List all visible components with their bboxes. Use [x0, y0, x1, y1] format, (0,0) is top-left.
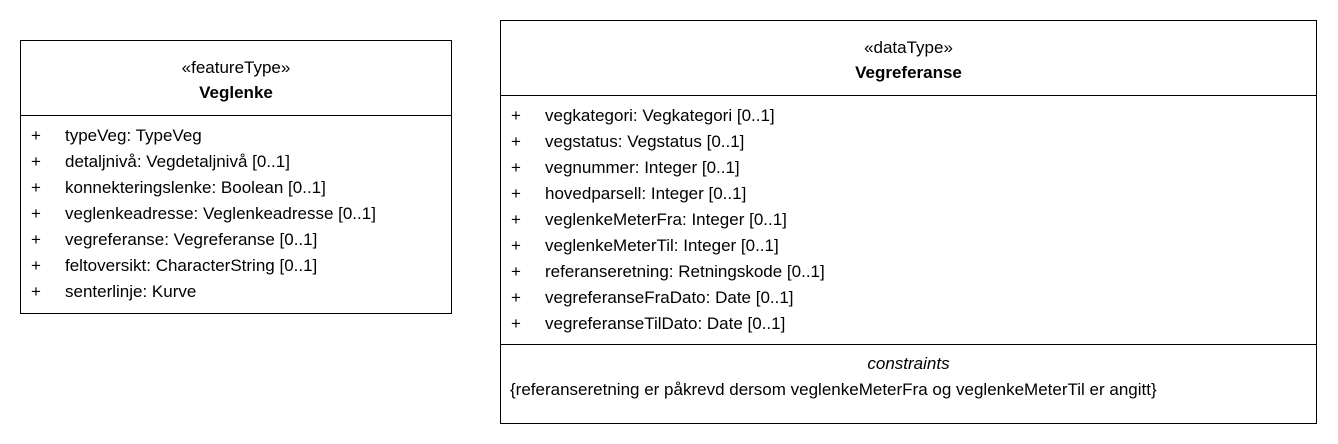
attribute-row: + konnekteringslenke: Boolean [0..1] — [31, 175, 451, 201]
visibility-marker: + — [511, 236, 521, 255]
attribute-text: vegreferanseFraDato: Date [0..1] — [545, 288, 794, 307]
attribute-row: + vegnummer: Integer [0..1] — [511, 155, 1316, 181]
attribute-row: + hovedparsell: Integer [0..1] — [511, 181, 1316, 207]
attribute-text: senterlinje: Kurve — [65, 282, 197, 301]
constraints-compartment: constraints {referanseretning er påkrevd… — [501, 345, 1316, 403]
attribute-text: feltoversikt: CharacterString [0..1] — [65, 256, 318, 275]
attribute-row: + typeVeg: TypeVeg — [31, 123, 451, 149]
attribute-row: + vegstatus: Vegstatus [0..1] — [511, 129, 1316, 155]
attribute-text: veglenkeadresse: Veglenkeadresse [0..1] — [65, 204, 376, 223]
visibility-marker: + — [31, 204, 41, 223]
attribute-text: typeVeg: TypeVeg — [65, 126, 202, 145]
visibility-marker: + — [31, 152, 41, 171]
attribute-text: konnekteringslenke: Boolean [0..1] — [65, 178, 326, 197]
attribute-text: veglenkeMeterFra: Integer [0..1] — [545, 210, 787, 229]
visibility-marker: + — [511, 184, 521, 203]
constraint-text: {referanseretning er påkrevd dersom vegl… — [510, 380, 1157, 399]
visibility-marker: + — [31, 256, 41, 275]
visibility-marker: + — [31, 282, 41, 301]
attribute-text: vegnummer: Integer [0..1] — [545, 158, 740, 177]
attribute-row: + vegkategori: Vegkategori [0..1] — [511, 103, 1316, 129]
class-name: Vegreferanse — [855, 63, 962, 82]
attribute-compartment: + typeVeg: TypeVeg + detaljnivå: Vegdetalj… — [21, 116, 451, 305]
attribute-compartment: + vegkategori: Vegkategori [0..1] + vegsta… — [501, 96, 1316, 345]
attribute-text: vegreferanseTilDato: Date [0..1] — [545, 314, 786, 333]
attribute-text: vegreferanse: Vegreferanse [0..1] — [65, 230, 318, 249]
attribute-row: + feltoversikt: CharacterString [0..1] — [31, 253, 451, 279]
visibility-marker: + — [511, 288, 521, 307]
class-name: Veglenke — [199, 83, 273, 102]
visibility-marker: + — [31, 230, 41, 249]
attribute-row: + veglenkeMeterTil: Integer [0..1] — [511, 233, 1316, 259]
attribute-text: vegkategori: Vegkategori [0..1] — [545, 106, 775, 125]
visibility-marker: + — [31, 178, 41, 197]
attribute-row: + veglenkeadresse: Veglenkeadresse [0..1] — [31, 201, 451, 227]
visibility-marker: + — [511, 262, 521, 281]
attribute-row: + detaljnivå: Vegdetaljnivå [0..1] — [31, 149, 451, 175]
attribute-text: hovedparsell: Integer [0..1] — [545, 184, 747, 203]
visibility-marker: + — [31, 126, 41, 145]
attribute-row: + vegreferanseFraDato: Date [0..1] — [511, 285, 1316, 311]
attribute-row: + senterlinje: Kurve — [31, 279, 451, 305]
attribute-row: + vegreferanseTilDato: Date [0..1] — [511, 311, 1316, 337]
attribute-row: + veglenkeMeterFra: Integer [0..1] — [511, 207, 1316, 233]
visibility-marker: + — [511, 132, 521, 151]
attribute-text: vegstatus: Vegstatus [0..1] — [545, 132, 745, 151]
attribute-row: + referanseretning: Retningskode [0..1] — [511, 259, 1316, 285]
class-stereotype: «featureType» — [181, 58, 291, 77]
constraints-title: constraints — [867, 354, 950, 373]
visibility-marker: + — [511, 210, 521, 229]
class-header: «featureType» Veglenke — [21, 41, 451, 116]
visibility-marker: + — [511, 106, 521, 125]
attribute-text: detaljnivå: Vegdetaljnivå [0..1] — [65, 152, 290, 171]
visibility-marker: + — [511, 314, 521, 333]
class-box-veglenke: «featureType» Veglenke + typeVeg: TypeVeg… — [20, 40, 452, 314]
visibility-marker: + — [511, 158, 521, 177]
class-header: «dataType» Vegreferanse — [501, 21, 1316, 96]
attribute-text: referanseretning: Retningskode [0..1] — [545, 262, 825, 281]
class-stereotype: «dataType» — [864, 38, 953, 57]
attribute-text: veglenkeMeterTil: Integer [0..1] — [545, 236, 779, 255]
class-box-vegreferanse: «dataType» Vegreferanse + vegkategori: Ve… — [500, 20, 1317, 424]
attribute-row: + vegreferanse: Vegreferanse [0..1] — [31, 227, 451, 253]
